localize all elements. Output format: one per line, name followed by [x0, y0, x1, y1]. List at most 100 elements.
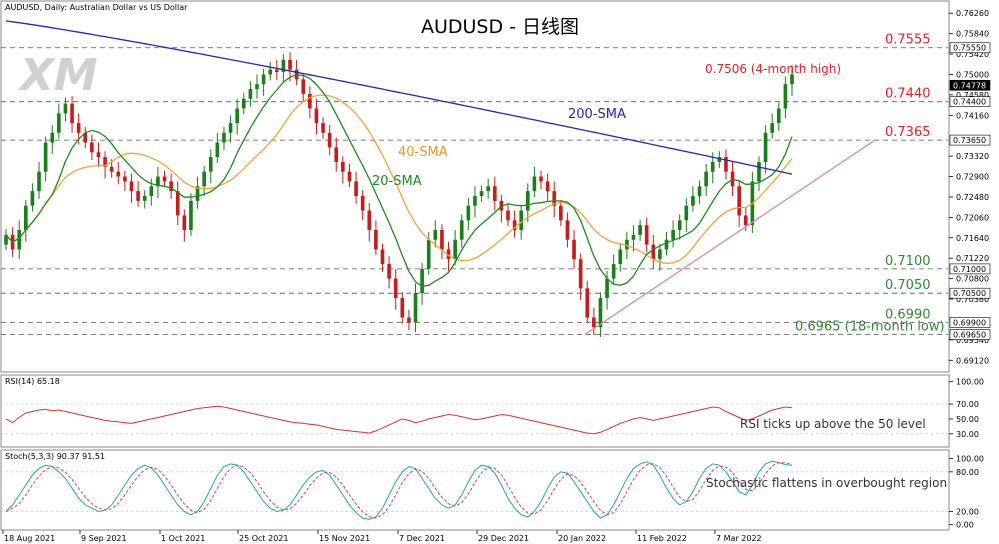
candle-body	[268, 69, 273, 75]
x-tick-label: 7 Mar 2022	[716, 534, 762, 543]
candle-body	[532, 176, 537, 192]
axis-layer: 0.76260 0.75840 0.75420 0.75000 0.74580 0.741…	[2, 9, 991, 543]
candle-body	[525, 191, 530, 211]
candle-body	[327, 132, 332, 148]
candle-body	[23, 205, 28, 231]
price-tag-label: 0.75550	[953, 44, 986, 53]
candle-body	[592, 317, 596, 328]
candle-body	[704, 171, 708, 187]
candle-body	[321, 123, 325, 133]
candle-body	[37, 171, 41, 192]
candle-body	[103, 157, 107, 167]
price-tick-label: 0.69540	[956, 336, 989, 345]
stoch-tick-label: 20.00	[956, 507, 979, 516]
sma200-label: 200-SMA	[568, 107, 626, 122]
rsi-tick-label: 70.00	[956, 400, 979, 409]
candle-body	[96, 152, 101, 158]
candle-body	[374, 230, 378, 250]
price-tag-label: 0.71000	[953, 265, 986, 274]
sma40-line	[5, 94, 793, 265]
x-tick-label: 18 Aug 2021	[4, 534, 55, 543]
rsi-tick-label: 100.00	[956, 378, 984, 387]
candle-body	[651, 244, 656, 260]
candle-body	[559, 205, 563, 221]
candle-body	[261, 74, 266, 85]
candle-body	[783, 84, 788, 109]
price-tick-label: 0.71640	[956, 234, 989, 243]
candle-body	[710, 161, 715, 172]
candle-body	[367, 210, 372, 231]
candle-body	[459, 220, 464, 240]
candle-body	[4, 234, 8, 245]
support-trendline	[584, 139, 876, 336]
candle-body	[387, 264, 391, 279]
candle-body	[407, 317, 411, 323]
candle-body	[770, 123, 775, 133]
candle-body	[446, 249, 451, 260]
candle-body	[545, 181, 550, 192]
candle-body	[479, 191, 484, 196]
candle-body	[116, 171, 121, 177]
stoch-layer	[1, 460, 948, 520]
price-tag-box	[949, 79, 991, 91]
candle-body	[638, 225, 642, 235]
stoch-tick-label: 0.00	[956, 521, 974, 530]
sma200-line	[5, 20, 793, 175]
stoch-tick-label: 80.00	[956, 468, 979, 477]
candle-body	[274, 69, 279, 73]
price-tag-label: 0.74778	[953, 81, 986, 90]
candle-body	[156, 176, 160, 187]
candle-body	[169, 181, 173, 192]
candle-body	[466, 205, 471, 221]
stoch-tick-label: 100.00	[956, 455, 984, 464]
rsi-line	[5, 405, 793, 435]
level-label: 0.6990	[885, 307, 931, 322]
rsi-panel-frame	[0, 374, 950, 448]
candle-body	[539, 176, 543, 182]
candle-body	[611, 264, 616, 279]
price-tick-label: 0.74580	[956, 91, 989, 100]
price-tick-label: 0.72060	[956, 213, 989, 222]
candle-body	[202, 171, 206, 187]
stoch-label: Stoch(5,3,3) 90.37 91.51	[5, 452, 105, 461]
stoch-d-line	[5, 462, 793, 519]
candle-body	[308, 93, 312, 109]
candle-body	[136, 191, 140, 201]
candle-body	[671, 230, 675, 240]
candle-body	[625, 239, 629, 250]
x-tick-label: 20 Jan 2022	[558, 534, 606, 543]
candle-body	[380, 249, 385, 265]
candle-body	[142, 195, 147, 201]
price-tick-label: 0.73320	[956, 152, 989, 161]
rsi-tick-label: 30.00	[956, 430, 979, 439]
candle-body	[341, 161, 345, 172]
candle-body	[334, 147, 339, 162]
chart-title: AUDUSD - 日线图	[421, 16, 579, 38]
candle-body	[453, 239, 457, 260]
price-tag-label: 0.74400	[953, 98, 986, 107]
stoch-k-line	[5, 460, 793, 520]
candle-body	[175, 191, 180, 216]
x-tick-label: 15 Nov 2021	[319, 534, 370, 543]
stoch-annotation: Stochastic flattens in overbought region	[706, 476, 947, 490]
candle-body	[288, 59, 292, 70]
x-tick-label: 25 Oct 2021	[239, 534, 288, 543]
symbol-description: AUDUSD, Daily: Australian Dollar vs US D…	[5, 3, 188, 12]
candle-body	[76, 123, 81, 133]
price-tick-label: 0.72900	[956, 173, 989, 182]
candle-body	[757, 161, 761, 182]
candle-body	[433, 230, 438, 240]
stoch-panel-frame	[0, 449, 950, 531]
price-tag-box	[949, 42, 991, 54]
candle-body	[235, 108, 239, 124]
candle-body	[354, 181, 358, 196]
high-annotation: 0.7506 (4-month high)	[705, 62, 841, 76]
candle-body	[90, 142, 94, 153]
candle-body	[578, 259, 583, 289]
price-tick-label: 0.70380	[956, 295, 989, 304]
x-tick-label: 29 Dec 2021	[478, 534, 529, 543]
candle-body	[248, 89, 253, 99]
price-tick-label: 0.75000	[956, 70, 989, 79]
candle-body	[195, 186, 200, 201]
